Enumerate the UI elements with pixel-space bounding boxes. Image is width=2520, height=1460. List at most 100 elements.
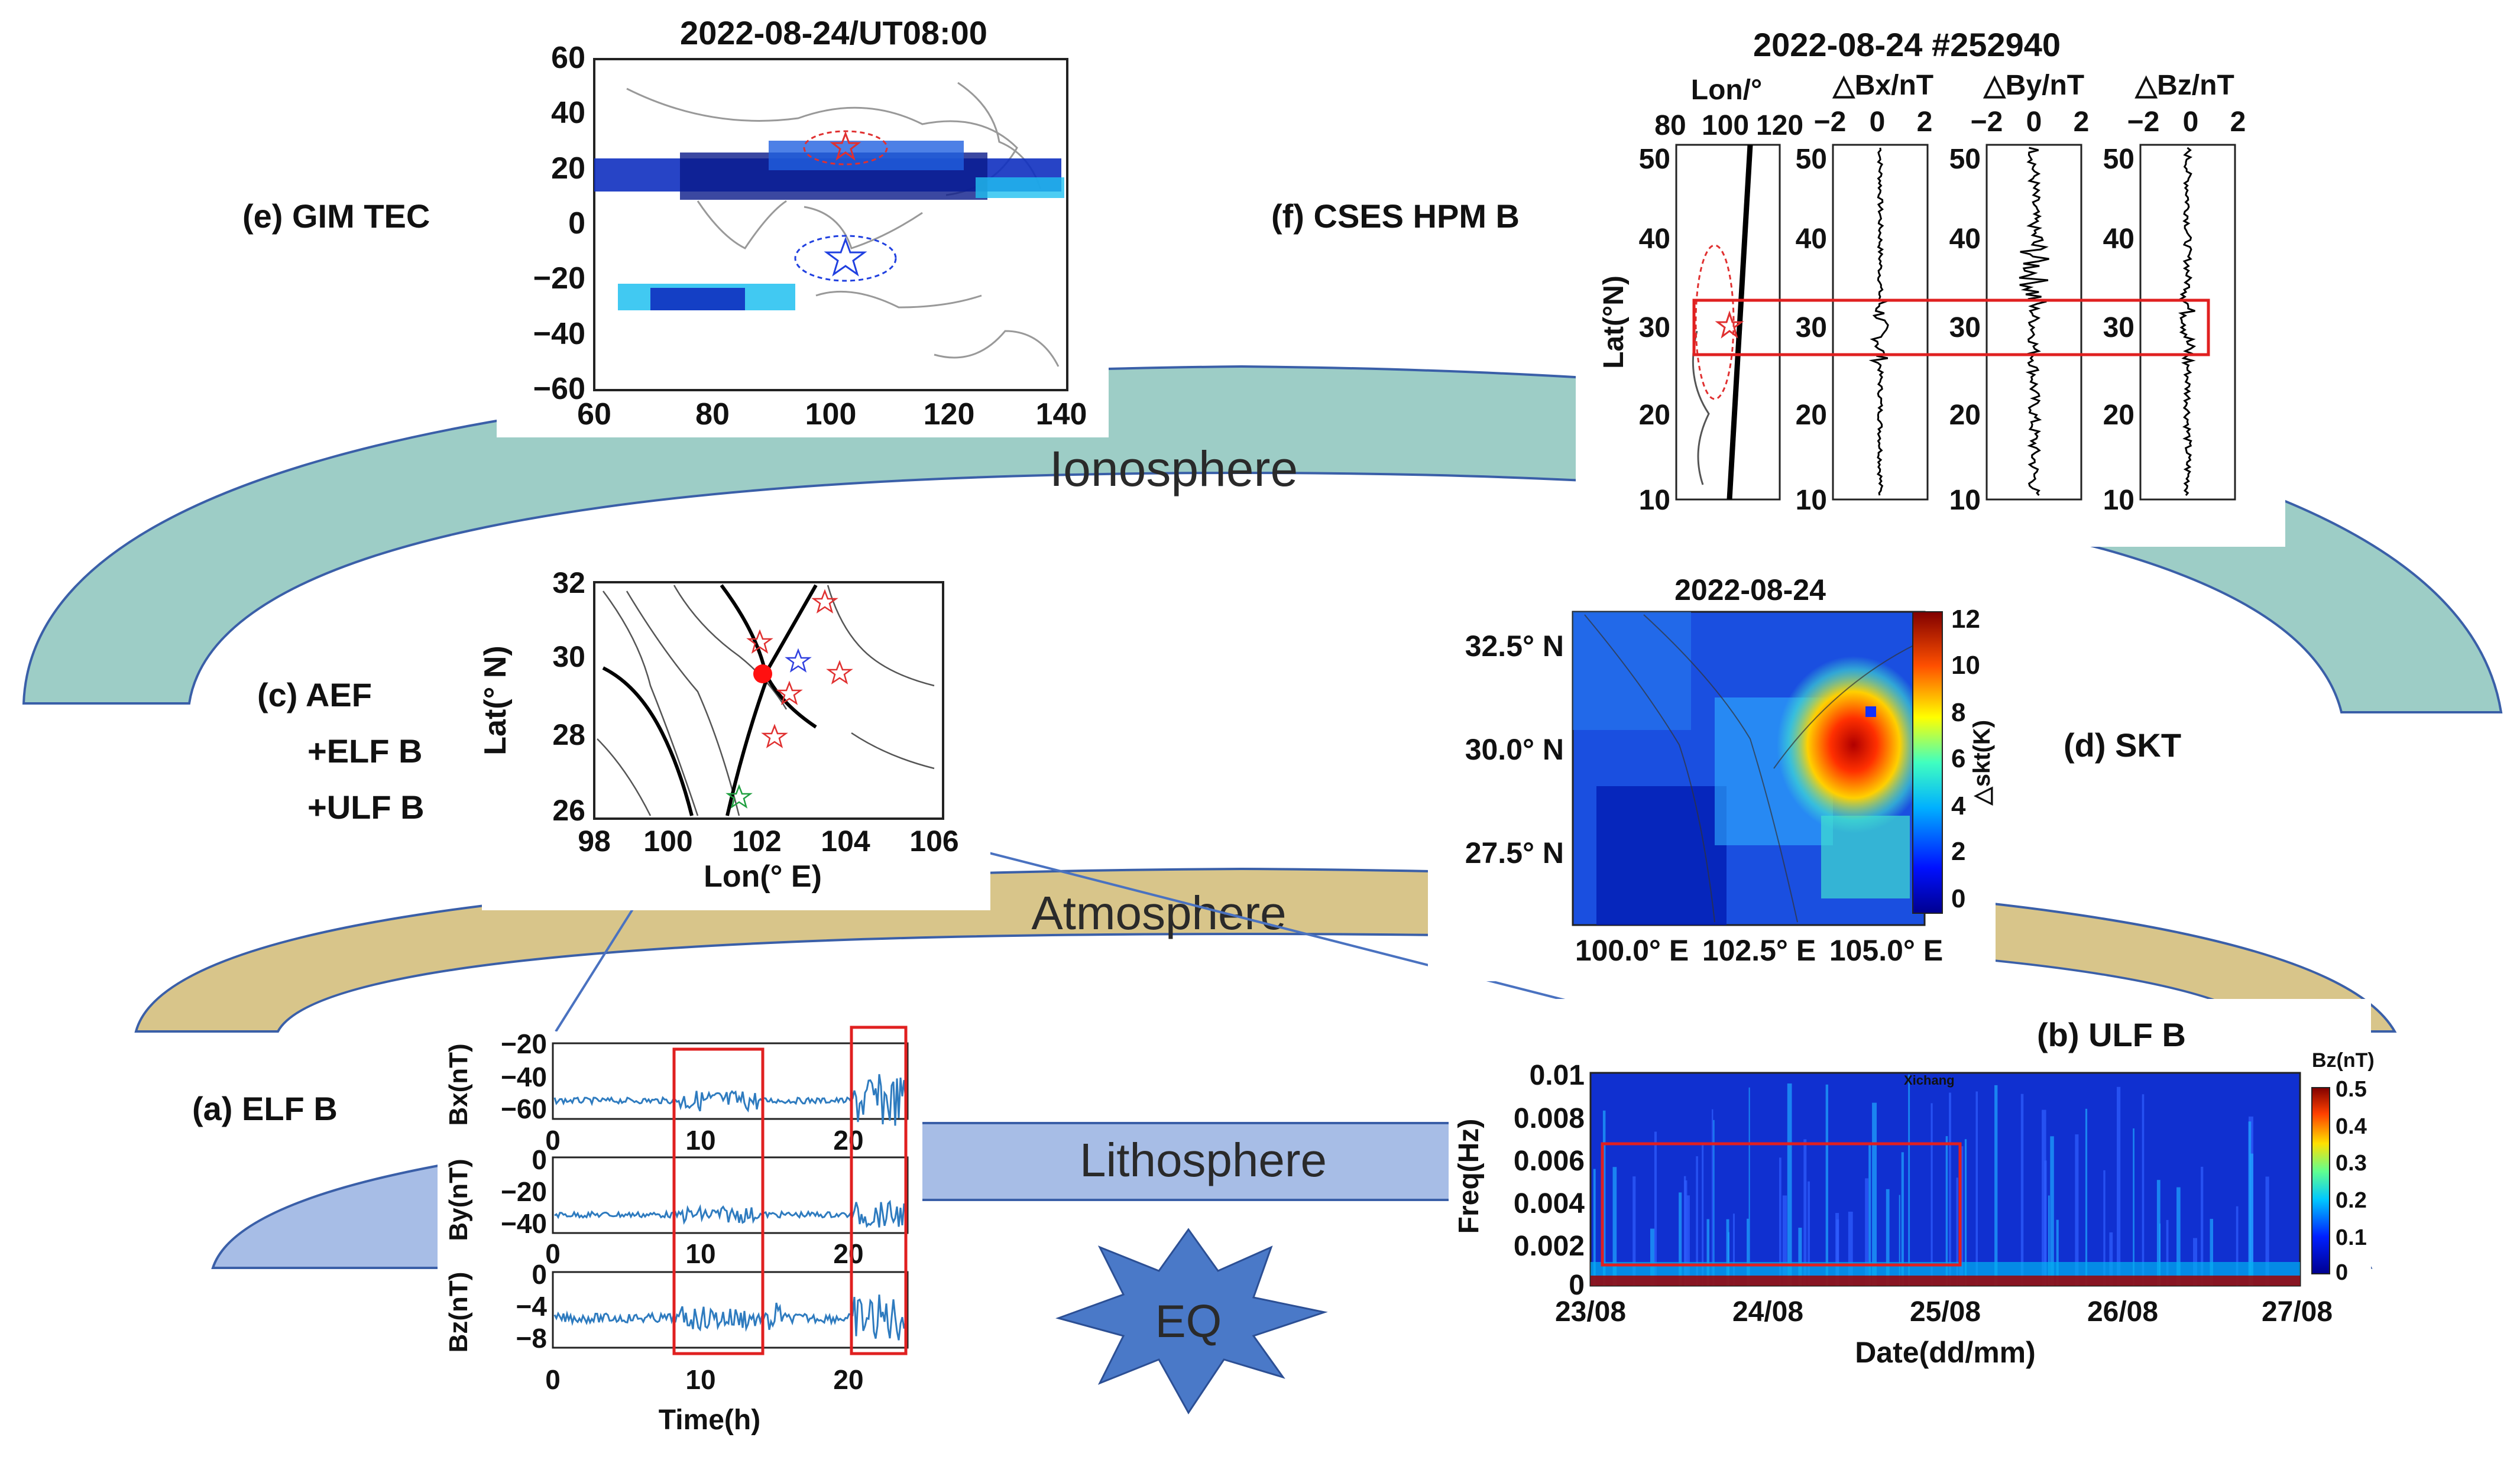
hpm-db-tick: 0 bbox=[2183, 106, 2199, 138]
ulf-stripe bbox=[2075, 1134, 2079, 1286]
elf-bz-tick: 0 bbox=[532, 1259, 547, 1290]
aef-x-tick: 98 bbox=[578, 825, 611, 858]
hpm-lat-tick: 20 bbox=[1796, 400, 1827, 431]
ulf-cbar-ticks: 0.5 0.4 0.3 0.2 0.1 0 bbox=[2336, 1077, 2367, 1285]
hpm-db-tick: 2 bbox=[2074, 106, 2090, 138]
ulf-xlabel: Date(dd/mm) bbox=[1855, 1336, 2036, 1369]
tec-x-tick: 60 bbox=[577, 397, 611, 431]
star-icon bbox=[826, 660, 853, 684]
elf-x-tick: 10 bbox=[685, 1364, 715, 1395]
ulf-cbar-tick: 0 bbox=[2336, 1260, 2348, 1285]
hpm-by-trace bbox=[2019, 147, 2049, 496]
tec-y-tick: 60 bbox=[551, 41, 585, 75]
ulf-stripe bbox=[2166, 1219, 2169, 1286]
ulf-x-tick: 27/08 bbox=[2262, 1296, 2333, 1328]
eq-star-icon bbox=[1055, 1228, 1328, 1414]
aef-station-star-icon bbox=[785, 648, 812, 673]
ulf-stripe bbox=[1899, 1195, 1900, 1286]
panel-d-skt: (d) SKT 2022-08-24 32.5° N 30.0° N 27.5°… bbox=[1428, 567, 2181, 981]
ulf-stripe bbox=[1732, 1214, 1735, 1286]
panel-f-label: (f) CSES HPM B bbox=[1271, 197, 1520, 235]
aef-x-tick: 106 bbox=[909, 825, 958, 858]
ulf-x-tick: 24/08 bbox=[1732, 1296, 1803, 1328]
ulf-stripe bbox=[1679, 1192, 1682, 1286]
ulf-stripe bbox=[2210, 1219, 2213, 1286]
panel-f-title: 2022-08-24 #252940 bbox=[1753, 26, 2061, 63]
elf-highlight-box-1 bbox=[672, 1047, 765, 1355]
hpm-epicenter-star-icon bbox=[1715, 310, 1744, 339]
panel-d-label: (d) SKT bbox=[2064, 726, 2181, 764]
ulf-stripe bbox=[1713, 1120, 1715, 1286]
ulf-colorbar bbox=[2311, 1087, 2330, 1274]
aef-x-tick: 102 bbox=[732, 825, 781, 858]
panel-b-label: (b) ULF B bbox=[2037, 1016, 2186, 1053]
tec-x-tick: 140 bbox=[1036, 397, 1087, 431]
skt-cbar-tick: 4 bbox=[1951, 791, 1966, 820]
ulf-stripe bbox=[1945, 1136, 1948, 1286]
ulf-y-tick: 0 bbox=[1569, 1270, 1585, 1301]
hpm-lat-tick: 20 bbox=[2103, 400, 2134, 431]
hpm-col-title-lon: Lon/° bbox=[1691, 74, 1763, 106]
tec-conjugate-star-icon bbox=[824, 236, 867, 277]
ionosphere-label: Ionosphere bbox=[1050, 441, 1298, 497]
ulf-y-tick: 0.004 bbox=[1514, 1188, 1585, 1219]
hpm-lon-tick: 80 bbox=[1654, 110, 1686, 141]
ulf-stripe bbox=[2109, 1232, 2113, 1286]
ulf-stripe bbox=[2050, 1136, 2054, 1286]
ulf-stripe bbox=[2103, 1170, 2106, 1286]
elf-by-tick: 0 bbox=[532, 1144, 547, 1175]
ulf-stripe bbox=[1975, 1091, 1978, 1286]
skt-heat-patches bbox=[1573, 612, 1931, 925]
elf-x-tick: 10 bbox=[685, 1238, 715, 1269]
ulf-stripe bbox=[1654, 1131, 1657, 1286]
hpm-lat-tick: 20 bbox=[1639, 400, 1670, 431]
aef-ylabel: Lat(° N) bbox=[478, 645, 513, 755]
elf-bz-tick: −4 bbox=[516, 1291, 548, 1322]
ulf-stripe bbox=[1612, 1167, 1617, 1286]
panel-e-label: (e) GIM TEC bbox=[242, 197, 430, 235]
ulf-stripe bbox=[2117, 1086, 2121, 1286]
hpm-lat-tick: 30 bbox=[1796, 312, 1827, 343]
ulf-x-tick: 23/08 bbox=[1555, 1296, 1626, 1328]
tec-y-tick: −60 bbox=[533, 372, 585, 406]
hpm-bz-trace bbox=[2178, 147, 2197, 496]
tec-y-ticks: 60 40 20 0 −20 −40 −60 bbox=[533, 41, 585, 406]
aef-x-tick: 104 bbox=[821, 825, 870, 858]
hpm-lat-tick: 10 bbox=[1949, 485, 1981, 516]
hpm-col-title-bx: △Bx/nT bbox=[1832, 70, 1933, 101]
tec-y-tick: 20 bbox=[551, 151, 585, 186]
panel-f-ylabel: Lat(°N) bbox=[1598, 275, 1630, 369]
ulf-stripe bbox=[1787, 1083, 1792, 1286]
ulf-stripe bbox=[2042, 1109, 2046, 1286]
ulf-stripe bbox=[1798, 1228, 1802, 1286]
ulf-stripe bbox=[1686, 1195, 1690, 1286]
atmosphere-label: Atmosphere bbox=[1031, 887, 1286, 939]
elf-by-ylabel: By(nT) bbox=[444, 1159, 473, 1241]
skt-y-ticks: 32.5° N 30.0° N 27.5° N bbox=[1465, 630, 1564, 869]
ulf-y-ticks: 0.01 0.008 0.006 0.004 0.002 0 bbox=[1514, 1060, 1585, 1301]
skt-x-tick: 100.0° E bbox=[1575, 934, 1689, 967]
ulf-stripe bbox=[1702, 1144, 1704, 1286]
ulf-stripe bbox=[2201, 1166, 2204, 1286]
ulf-stripe bbox=[1803, 1139, 1807, 1286]
ulf-stripe bbox=[1901, 1152, 1904, 1286]
hpm-lat-tick: 30 bbox=[1639, 312, 1670, 343]
aef-x-tick: 100 bbox=[643, 825, 692, 858]
eq-label: EQ bbox=[1155, 1295, 1222, 1347]
hpm-db-tick: 0 bbox=[1870, 106, 1886, 138]
skt-y-tick: 27.5° N bbox=[1465, 836, 1564, 869]
star-icon bbox=[746, 629, 773, 654]
elf-bz-ylabel: Bz(nT) bbox=[444, 1272, 473, 1353]
ulf-cbar-tick: 0.3 bbox=[2336, 1151, 2367, 1176]
ulf-stripe bbox=[1747, 1218, 1749, 1286]
aef-fault-lines bbox=[597, 585, 935, 816]
tec-anomaly-band bbox=[594, 141, 1064, 310]
hpm-db-tick: 2 bbox=[2230, 106, 2246, 138]
ulf-stripe bbox=[2085, 1108, 2088, 1286]
hpm-lon-frame bbox=[1675, 144, 1781, 501]
hpm-db-tick: −2 bbox=[1971, 106, 2003, 138]
tec-y-tick: −40 bbox=[533, 317, 585, 351]
elf-x-tick: 20 bbox=[833, 1238, 863, 1269]
hpm-lat-tick: 50 bbox=[2103, 144, 2134, 175]
